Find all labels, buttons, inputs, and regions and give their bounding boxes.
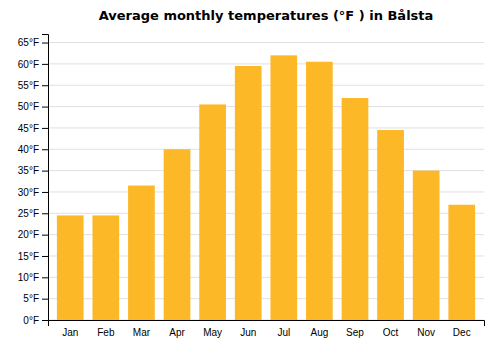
y-tick: 5°F xyxy=(23,293,48,304)
x-tick: Apr xyxy=(169,327,185,338)
y-tick-mark xyxy=(42,235,48,236)
grid-line xyxy=(48,63,484,64)
grid-line xyxy=(48,106,484,107)
x-tick-label: Jul xyxy=(277,327,290,338)
x-tick-label: Apr xyxy=(169,327,185,338)
x-tick: Mar xyxy=(133,327,151,338)
x-tick: Oct xyxy=(383,327,399,338)
y-tick-mark xyxy=(42,320,48,321)
y-tick: 10°F xyxy=(18,272,48,283)
y-tick-mark xyxy=(42,171,48,172)
x-tick-label: Aug xyxy=(310,327,328,338)
y-tick: 40°F xyxy=(18,144,48,155)
bar xyxy=(235,66,262,320)
y-tick-mark xyxy=(42,149,48,150)
y-axis: 0°F 5°F 10°F 15°F 20°F 25°F 30°F 35°F 40°F 45°F 50… xyxy=(18,35,49,326)
x-axis: Jan Feb Mar Apr May Jun Jul Aug Sep Oct Nov Dec xyxy=(49,321,485,339)
x-tick: Aug xyxy=(310,327,328,338)
y-tick-mark xyxy=(42,85,48,86)
x-tick: Jan xyxy=(62,327,78,338)
y-tick-label: 0°F xyxy=(23,315,39,326)
y-tick: 0°F xyxy=(23,315,48,326)
x-tick-label: Mar xyxy=(133,327,151,338)
y-tick: 45°F xyxy=(18,123,48,134)
grid-line xyxy=(48,127,484,128)
x-axis-line xyxy=(49,321,485,327)
y-tick-mark xyxy=(42,256,48,257)
y-tick-label: 25°F xyxy=(18,208,39,219)
y-tick: 25°F xyxy=(18,208,48,219)
y-tick-mark xyxy=(42,192,48,193)
y-tick-mark xyxy=(42,299,48,300)
grid-line xyxy=(48,42,484,43)
bar xyxy=(342,98,369,320)
y-tick-label: 20°F xyxy=(18,229,39,240)
title: Average monthly temperatures (°F ) in Bå… xyxy=(99,8,434,23)
y-tick-label: 60°F xyxy=(18,59,39,70)
y-tick-mark xyxy=(42,64,48,65)
y-tick-label: 40°F xyxy=(18,144,39,155)
y-tick-mark xyxy=(42,213,48,214)
y-tick: 55°F xyxy=(18,80,48,91)
grid xyxy=(48,43,484,320)
bar xyxy=(270,55,297,320)
y-tick-mark xyxy=(42,277,48,278)
plot: 0°F 5°F 10°F 15°F 20°F 25°F 30°F 35°F 40°F 45°F 50… xyxy=(18,35,485,339)
y-tick: 65°F xyxy=(18,37,48,48)
x-tick: Jun xyxy=(240,327,256,338)
bar xyxy=(164,149,191,320)
y-tick-label: 10°F xyxy=(18,272,39,283)
bar xyxy=(57,215,84,320)
y-tick: 30°F xyxy=(18,187,48,198)
y-tick: 20°F xyxy=(18,229,48,240)
bar xyxy=(377,130,404,320)
y-tick-label: 35°F xyxy=(18,165,39,176)
y-tick-label: 5°F xyxy=(23,293,39,304)
x-tick-label: Jun xyxy=(240,327,256,338)
y-tick-mark xyxy=(42,107,48,108)
x-tick-label: May xyxy=(203,327,222,338)
grid-line xyxy=(48,85,484,86)
grid-line xyxy=(48,149,484,150)
x-tick: Feb xyxy=(97,327,115,338)
bar xyxy=(413,171,440,320)
x-tick-label: Sep xyxy=(346,327,364,338)
x-tick-label: Nov xyxy=(417,327,435,338)
chart: 0°F 5°F 10°F 15°F 20°F 25°F 30°F 35°F 40°F 45°F 50… xyxy=(0,0,500,350)
bar xyxy=(92,215,119,320)
x-tick-label: Dec xyxy=(453,327,471,338)
x-tick-label: Oct xyxy=(383,327,399,338)
y-tick-label: 30°F xyxy=(18,187,39,198)
x-tick: Sep xyxy=(346,327,364,338)
y-tick: 50°F xyxy=(18,101,48,112)
bar xyxy=(199,104,226,320)
x-tick: Nov xyxy=(417,327,435,338)
y-tick-mark xyxy=(42,43,48,44)
x-tick: Jul xyxy=(277,327,290,338)
y-tick-mark xyxy=(42,128,48,129)
y-tick: 15°F xyxy=(18,251,48,262)
bar xyxy=(306,62,333,320)
y-tick: 60°F xyxy=(18,59,48,70)
y-tick-label: 55°F xyxy=(18,80,39,91)
y-tick-label: 15°F xyxy=(18,251,39,262)
y-tick: 35°F xyxy=(18,165,48,176)
x-tick: Dec xyxy=(453,327,471,338)
bars xyxy=(57,55,475,320)
bar xyxy=(448,205,475,320)
y-tick-label: 45°F xyxy=(18,123,39,134)
y-tick-label: 65°F xyxy=(18,37,39,48)
y-tick-label: 50°F xyxy=(18,101,39,112)
y-axis-line xyxy=(42,35,49,321)
x-tick: May xyxy=(203,327,222,338)
x-tick-label: Feb xyxy=(97,327,115,338)
bar xyxy=(128,186,155,320)
x-tick-label: Jan xyxy=(62,327,78,338)
